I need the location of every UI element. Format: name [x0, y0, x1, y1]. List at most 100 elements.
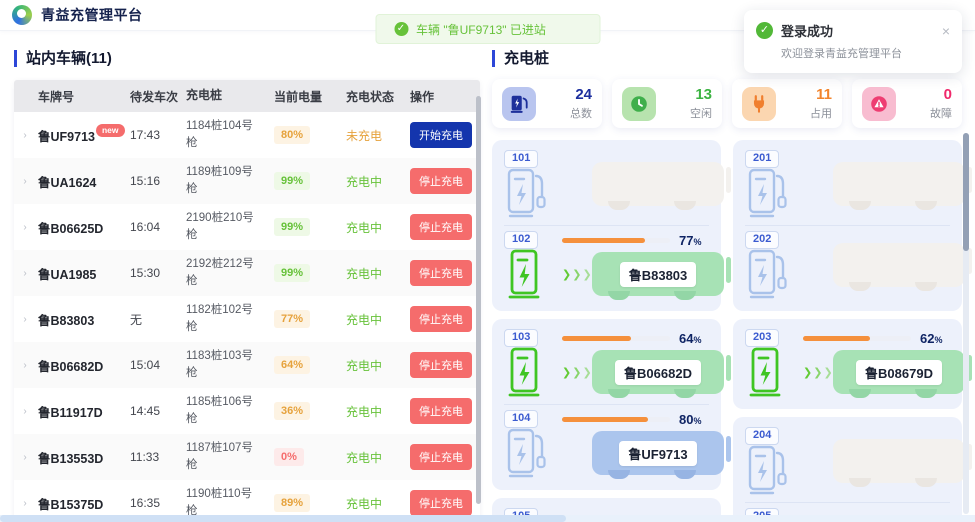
battery-cell: 99%	[272, 218, 344, 236]
percent-value: 77	[679, 232, 694, 248]
row-expand-chevron-icon[interactable]: ›	[23, 267, 27, 279]
gun-text: 1183桩103号枪	[186, 350, 253, 379]
row-expand-chevron-icon[interactable]: ›	[23, 405, 27, 417]
bus-plate: 鲁B83803	[619, 261, 697, 287]
stat-fault-value: 0	[943, 86, 952, 103]
charging-status: 充电中	[346, 312, 383, 327]
departure-time: 14:45	[130, 404, 161, 418]
vehicle-arrival-message: 车辆 "鲁UF9713" 已进站	[416, 22, 546, 37]
progress-track	[562, 335, 670, 341]
battery-badge: 80%	[274, 126, 311, 144]
vehicle-plate: 鲁B15375D	[36, 494, 128, 513]
gun-text: 2192桩212号枪	[186, 258, 254, 287]
charger-icon	[502, 86, 536, 121]
bus-silhouette	[833, 162, 972, 210]
pile-idle-icon	[748, 249, 787, 299]
percent-sign: %	[693, 415, 702, 426]
piles-scrollbar-track[interactable]	[963, 133, 969, 514]
new-badge: new	[95, 123, 125, 137]
piles-scrollbar-thumb[interactable]	[963, 133, 969, 251]
percent-value: 64	[679, 330, 694, 346]
bus-silhouette	[592, 162, 731, 210]
stop-charging-button[interactable]: 停止充电	[410, 444, 472, 470]
charging-bus: 鲁B06682D	[592, 350, 731, 398]
pile-id-badge: 101	[504, 150, 539, 168]
table-scrollbar[interactable]	[476, 96, 481, 504]
charging-status: 充电中	[346, 358, 383, 373]
horizontal-scrollbar[interactable]	[0, 515, 975, 522]
action-cell: 停止充电	[408, 398, 480, 424]
pile-card: 201 202	[733, 140, 972, 311]
stat-total-value: 24	[575, 86, 592, 103]
column-header-status: 充电状态	[346, 89, 395, 104]
stop-charging-button[interactable]: 停止充电	[410, 352, 472, 378]
horizontal-scrollbar-thumb[interactable]	[0, 515, 566, 522]
stop-charging-button[interactable]: 停止充电	[410, 490, 472, 516]
charging-arrows-icon: ❯❯❯❯	[803, 366, 843, 379]
pile-idle-icon	[748, 168, 787, 218]
app-logo-icon	[12, 5, 32, 25]
battery-cell: 77%	[272, 310, 344, 328]
stop-charging-button[interactable]: 停止充电	[410, 306, 472, 332]
row-expand-chevron-icon[interactable]: ›	[23, 359, 27, 371]
table-row: › 鲁UF9713 new 17:43 1184桩104号枪 80% 未充电 开始…	[14, 112, 480, 158]
gun-text: 1182桩102号枪	[186, 304, 253, 333]
stop-charging-button[interactable]: 停止充电	[410, 214, 472, 240]
table-row: › 鲁B15375D 16:35 1190桩110号枪 89% 充电中 停止充电	[14, 480, 480, 522]
plate-text: 鲁B15375D	[38, 497, 104, 512]
gun-text: 2190桩210号枪	[186, 212, 254, 241]
row-expand-chevron-icon[interactable]: ›	[23, 221, 27, 233]
plate-text: 鲁UA1985	[38, 267, 97, 282]
column-header-actions: 操作	[410, 89, 435, 104]
alert-icon	[862, 86, 896, 121]
departure-time: 15:16	[130, 174, 161, 188]
bus-silhouette	[833, 439, 972, 487]
row-expand-chevron-icon[interactable]: ›	[23, 497, 27, 509]
close-icon[interactable]: ×	[941, 22, 950, 39]
charging-gun: 1182桩102号枪	[184, 302, 272, 335]
departure-time: 15:04	[130, 358, 161, 372]
battery-cell: 99%	[272, 172, 344, 190]
bus-plate: 鲁B08679D	[856, 359, 942, 385]
action-cell: 停止充电	[408, 168, 480, 194]
departure-time: 17:43	[130, 128, 161, 142]
departure-time: 无	[130, 312, 143, 327]
charge-progress: 62%	[803, 329, 965, 347]
charging-gun: 2190桩210号枪	[184, 210, 272, 243]
success-check-icon: ✓	[756, 22, 773, 39]
action-cell: 停止充电	[408, 490, 480, 516]
table-row: › 鲁UA1985 15:30 2192桩212号枪 99% 充电中 停止充电	[14, 250, 480, 296]
stop-charging-button[interactable]: 停止充电	[410, 260, 472, 286]
bus-bay: 鲁B06682D	[592, 350, 731, 398]
start-charging-button[interactable]: 开始充电	[410, 122, 472, 148]
pile-slot-204: 204	[745, 425, 972, 499]
battery-badge: 64%	[274, 356, 311, 374]
action-cell: 停止充电	[408, 260, 480, 286]
percent-sign: %	[934, 334, 943, 345]
charging-gun: 2192桩212号枪	[184, 256, 272, 289]
pile-idle-icon	[748, 445, 787, 495]
stat-card-idle: 13 空闲	[612, 79, 722, 128]
progress-fill	[562, 335, 632, 341]
charge-percent: 77%	[679, 233, 701, 248]
charging-status: 充电中	[346, 174, 383, 189]
pile-id-badge: 201	[745, 150, 780, 168]
progress-fill	[803, 335, 870, 341]
row-expand-chevron-icon[interactable]: ›	[23, 129, 27, 141]
pile-slot-101: 101	[504, 148, 731, 222]
row-expand-chevron-icon[interactable]: ›	[23, 175, 27, 187]
row-expand-chevron-icon[interactable]: ›	[23, 451, 27, 463]
charge-progress: 80%	[562, 410, 724, 428]
table-row: › 鲁UA1624 15:16 1189桩109号枪 99% 充电中 停止充电	[14, 158, 480, 204]
slot-divider	[745, 502, 950, 503]
stop-charging-button[interactable]: 停止充电	[410, 398, 472, 424]
plate-text: 鲁B06682D	[38, 359, 104, 374]
login-toast-title: 登录成功	[781, 24, 834, 39]
stop-charging-button[interactable]: 停止充电	[410, 168, 472, 194]
action-cell: 停止充电	[408, 306, 480, 332]
pile-column-2: 201 202 20	[733, 140, 972, 522]
stat-idle-value: 13	[695, 86, 712, 103]
battery-badge: 99%	[274, 264, 311, 282]
row-expand-chevron-icon[interactable]: ›	[23, 313, 27, 325]
bus-silhouette	[833, 243, 972, 291]
